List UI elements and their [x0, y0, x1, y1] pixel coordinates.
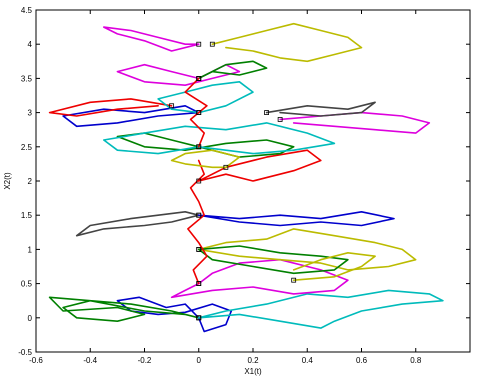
- y-tick-label: 4: [28, 40, 33, 49]
- y-tick-label: -0.5: [18, 348, 32, 357]
- y-tick-label: 1.5: [21, 211, 33, 220]
- x-tick-label: 0.8: [410, 356, 422, 365]
- y-tick-label: 1: [28, 245, 33, 254]
- x-tick-label: -0.6: [29, 356, 43, 365]
- x-tick-label: 0.6: [356, 356, 368, 365]
- y-tick-label: 2.5: [21, 143, 33, 152]
- y-axis-label: X2(t): [3, 172, 12, 190]
- x-tick-label: 0.4: [302, 356, 314, 365]
- x-tick-label: -0.2: [138, 356, 152, 365]
- x-tick-label: 0: [197, 356, 202, 365]
- y-tick-label: 0.5: [21, 280, 33, 289]
- y-tick-label: 2: [28, 177, 33, 186]
- y-tick-label: 3.5: [21, 74, 33, 83]
- y-tick-label: 4.5: [21, 6, 33, 15]
- x-tick-label: 0.2: [247, 356, 259, 365]
- y-tick-label: 0: [28, 314, 33, 323]
- x-tick-label: -0.4: [83, 356, 97, 365]
- x-axis-label: X1(t): [244, 367, 262, 376]
- y-tick-label: 3: [28, 109, 33, 118]
